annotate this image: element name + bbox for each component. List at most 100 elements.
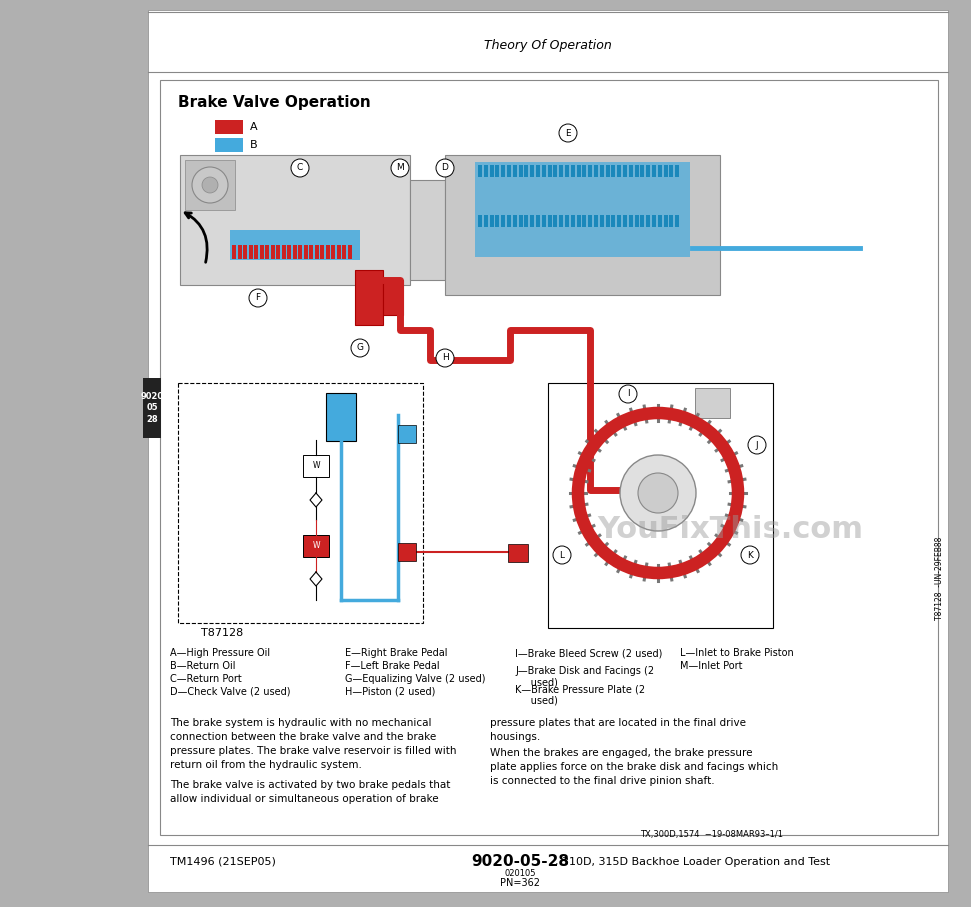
- Bar: [484, 165, 487, 177]
- Circle shape: [748, 436, 766, 454]
- Text: A: A: [250, 122, 257, 132]
- Circle shape: [249, 289, 267, 307]
- Bar: [489, 215, 493, 227]
- Bar: [298, 245, 302, 259]
- Bar: [657, 215, 662, 227]
- Bar: [238, 245, 242, 259]
- Bar: [445, 155, 720, 295]
- Circle shape: [436, 349, 454, 367]
- Bar: [478, 165, 482, 177]
- Bar: [271, 245, 275, 259]
- Bar: [331, 245, 335, 259]
- Text: J: J: [755, 441, 758, 450]
- Bar: [309, 245, 313, 259]
- Bar: [507, 215, 511, 227]
- Circle shape: [351, 339, 369, 357]
- Bar: [577, 165, 581, 177]
- Bar: [475, 162, 690, 257]
- Bar: [583, 215, 586, 227]
- Bar: [315, 245, 318, 259]
- Text: Brake Valve Operation: Brake Valve Operation: [178, 94, 371, 110]
- Bar: [635, 165, 639, 177]
- Text: W: W: [313, 462, 319, 471]
- Bar: [180, 155, 410, 285]
- Bar: [565, 165, 569, 177]
- Bar: [530, 165, 534, 177]
- Text: W: W: [313, 541, 319, 551]
- Text: TX,300D,1574  −19-08MAR93–1/1: TX,300D,1574 −19-08MAR93–1/1: [640, 831, 783, 840]
- Bar: [606, 165, 610, 177]
- Bar: [618, 215, 621, 227]
- Bar: [249, 245, 252, 259]
- Bar: [501, 165, 505, 177]
- Bar: [303, 455, 329, 477]
- Bar: [282, 245, 285, 259]
- Text: E—Right Brake Pedal: E—Right Brake Pedal: [345, 648, 448, 658]
- Bar: [553, 215, 557, 227]
- Bar: [536, 215, 540, 227]
- Circle shape: [553, 546, 571, 564]
- Bar: [501, 215, 505, 227]
- Bar: [559, 215, 563, 227]
- Bar: [160, 80, 938, 835]
- Circle shape: [391, 159, 409, 177]
- Bar: [513, 215, 517, 227]
- Bar: [287, 245, 291, 259]
- Bar: [600, 215, 604, 227]
- Bar: [588, 215, 592, 227]
- Bar: [618, 165, 621, 177]
- Text: E: E: [565, 129, 571, 138]
- Bar: [663, 215, 668, 227]
- Bar: [342, 245, 346, 259]
- Bar: [530, 215, 534, 227]
- Bar: [623, 215, 627, 227]
- Bar: [519, 165, 522, 177]
- Bar: [594, 165, 598, 177]
- Circle shape: [620, 455, 696, 531]
- Bar: [383, 280, 403, 315]
- Bar: [292, 245, 296, 259]
- Text: M—Inlet Port: M—Inlet Port: [680, 661, 743, 671]
- Bar: [600, 165, 604, 177]
- Bar: [513, 165, 517, 177]
- Bar: [303, 535, 329, 557]
- Text: I—Brake Bleed Screw (2 used): I—Brake Bleed Screw (2 used): [515, 648, 662, 658]
- Bar: [355, 270, 383, 325]
- Text: H—Piston (2 used): H—Piston (2 used): [345, 687, 435, 697]
- Circle shape: [638, 473, 678, 513]
- Text: A—High Pressure Oil: A—High Pressure Oil: [170, 648, 270, 658]
- Bar: [635, 215, 639, 227]
- Bar: [623, 165, 627, 177]
- Bar: [641, 165, 645, 177]
- Bar: [259, 245, 263, 259]
- Bar: [243, 245, 247, 259]
- Circle shape: [202, 177, 218, 193]
- Bar: [325, 245, 329, 259]
- Circle shape: [291, 159, 309, 177]
- Text: , 310D, 315D Backhoe Loader Operation and Test: , 310D, 315D Backhoe Loader Operation an…: [555, 857, 830, 867]
- Bar: [612, 215, 616, 227]
- Bar: [148, 10, 948, 892]
- Bar: [629, 215, 633, 227]
- Circle shape: [559, 124, 577, 142]
- Bar: [612, 165, 616, 177]
- Bar: [265, 245, 269, 259]
- Bar: [519, 215, 522, 227]
- Bar: [548, 165, 552, 177]
- Bar: [178, 383, 423, 623]
- Bar: [542, 215, 546, 227]
- Bar: [348, 245, 352, 259]
- Text: D—Check Valve (2 used): D—Check Valve (2 used): [170, 687, 290, 697]
- Text: K—Brake Pressure Plate (2
     used): K—Brake Pressure Plate (2 used): [515, 684, 645, 706]
- Bar: [542, 165, 546, 177]
- Bar: [594, 215, 598, 227]
- Text: When the brakes are engaged, the brake pressure
plate applies force on the brake: When the brakes are engaged, the brake p…: [490, 748, 778, 786]
- Circle shape: [741, 546, 759, 564]
- Text: D: D: [442, 163, 449, 172]
- Bar: [646, 165, 651, 177]
- Text: C—Return Port: C—Return Port: [170, 674, 242, 684]
- Bar: [571, 165, 575, 177]
- Bar: [652, 165, 656, 177]
- Bar: [565, 215, 569, 227]
- Bar: [675, 165, 679, 177]
